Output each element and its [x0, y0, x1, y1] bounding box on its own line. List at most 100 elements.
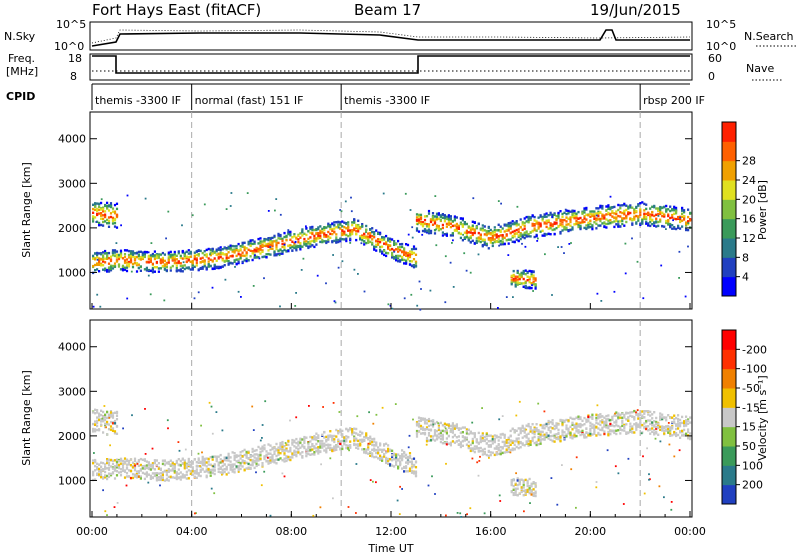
heatmap-cell: [485, 230, 488, 234]
heatmap-cell: [459, 431, 462, 434]
heatmap-cell: [341, 447, 344, 451]
heatmap-cell: [115, 253, 119, 256]
heatmap-cell: [145, 260, 148, 264]
heatmap-cell: [295, 454, 298, 458]
heatmap-cell: [451, 435, 454, 439]
heatmap-cell: [361, 448, 364, 451]
heatmap-cell: [383, 448, 386, 452]
heatmap-cell: [477, 431, 480, 435]
cpid-segment-label: themis -3300 IF: [344, 94, 430, 107]
heatmap-cell: [651, 421, 654, 424]
heatmap-cell: [519, 237, 522, 241]
heatmap-cell: [483, 450, 486, 454]
heatmap-noise-cell: [460, 516, 463, 518]
heatmap-cell: [277, 446, 280, 449]
heatmap-cell: [399, 463, 402, 467]
heatmap-cell: [189, 465, 192, 468]
heatmap-cell: [467, 432, 470, 436]
heatmap-cell: [391, 254, 394, 257]
heatmap-cell: [425, 223, 429, 226]
heatmap-cell: [653, 433, 656, 436]
heatmap-cell: [357, 228, 360, 231]
heatmap-cell: [675, 423, 678, 426]
heatmap-cell: [113, 218, 117, 222]
heatmap-cell: [233, 463, 236, 466]
heatmap-cell: [555, 222, 558, 225]
power-panel-frame: [89, 111, 693, 310]
heatmap-cell: [229, 466, 232, 470]
heatmap-cell: [491, 438, 494, 441]
heatmap-cell: [421, 225, 425, 228]
heatmap-cell: [427, 232, 431, 235]
heatmap-cell: [383, 443, 386, 446]
heatmap-cell: [341, 439, 344, 443]
heatmap-cell: [415, 219, 419, 222]
heatmap-cell: [681, 209, 684, 212]
heatmap-cell: [383, 242, 386, 245]
heatmap-cell: [259, 457, 262, 460]
heatmap-cell: [649, 410, 652, 414]
heatmap-cell: [475, 447, 478, 450]
heatmap-cell: [129, 250, 133, 253]
heatmap-cell: [279, 237, 282, 240]
heatmap-noise-cell: [427, 484, 430, 487]
heatmap-cell: [102, 214, 105, 217]
heatmap-cell: [115, 464, 119, 467]
heatmap-cell: [104, 422, 107, 425]
heatmap-cell: [209, 468, 212, 472]
heatmap-noise-cell: [466, 513, 468, 516]
heatmap-noise-cell: [608, 419, 611, 422]
heatmap-cell: [441, 435, 444, 438]
heatmap-cell: [528, 281, 531, 284]
heatmap-cell: [469, 432, 472, 435]
heatmap-cell: [96, 202, 99, 205]
heatmap-cell: [347, 234, 350, 238]
heatmap-cell: [257, 242, 260, 245]
heatmap-cell: [98, 212, 101, 215]
heatmap-cell: [505, 234, 508, 237]
heatmap-cell: [526, 484, 529, 488]
heatmap-cell: [615, 424, 618, 427]
heatmap-cell: [125, 472, 129, 475]
heatmap-cell: [109, 215, 113, 219]
heatmap-cell: [571, 428, 574, 431]
heatmap-cell: [113, 468, 117, 471]
heatmap-cell: [679, 421, 682, 425]
heatmap-cell: [539, 214, 542, 217]
heatmap-cell: [643, 202, 646, 206]
heatmap-cell: [181, 475, 184, 478]
heatmap-cell: [535, 220, 538, 223]
heatmap-cell: [405, 466, 408, 470]
heatmap-cell: [565, 226, 568, 229]
heatmap-cell: [687, 422, 690, 425]
heatmap-noise-cell: [213, 492, 216, 495]
heatmap-cell: [201, 463, 204, 467]
heatmap-cell: [665, 419, 668, 422]
heatmap-cell: [129, 464, 133, 467]
heatmap-cell: [241, 465, 244, 468]
heatmap-cell: [675, 227, 678, 231]
heatmap-cell: [219, 461, 222, 464]
heatmap-cell: [135, 470, 139, 473]
heatmap-cell: [443, 233, 446, 236]
heatmap-cell: [517, 234, 520, 237]
heatmap-cell: [283, 445, 286, 448]
heatmap-cell: [451, 424, 454, 427]
heatmap-cell: [106, 467, 109, 470]
heatmap-cell: [625, 411, 628, 415]
heatmap-cell: [345, 435, 348, 438]
heatmap-cell: [361, 239, 364, 242]
heatmap-cell: [525, 435, 528, 438]
heatmap-cell: [467, 440, 470, 444]
heatmap-cell: [451, 426, 454, 429]
heatmap-cell: [457, 435, 460, 438]
heatmap-cell: [479, 233, 482, 237]
heatmap-cell: [563, 211, 566, 214]
heatmap-cell: [183, 461, 186, 464]
heatmap-cell: [613, 205, 616, 209]
heatmap-cell: [673, 207, 676, 211]
heatmap-cell: [347, 223, 350, 227]
heatmap-noise-cell: [679, 216, 681, 219]
heatmap-cell: [195, 472, 198, 475]
heatmap-cell: [609, 206, 612, 209]
